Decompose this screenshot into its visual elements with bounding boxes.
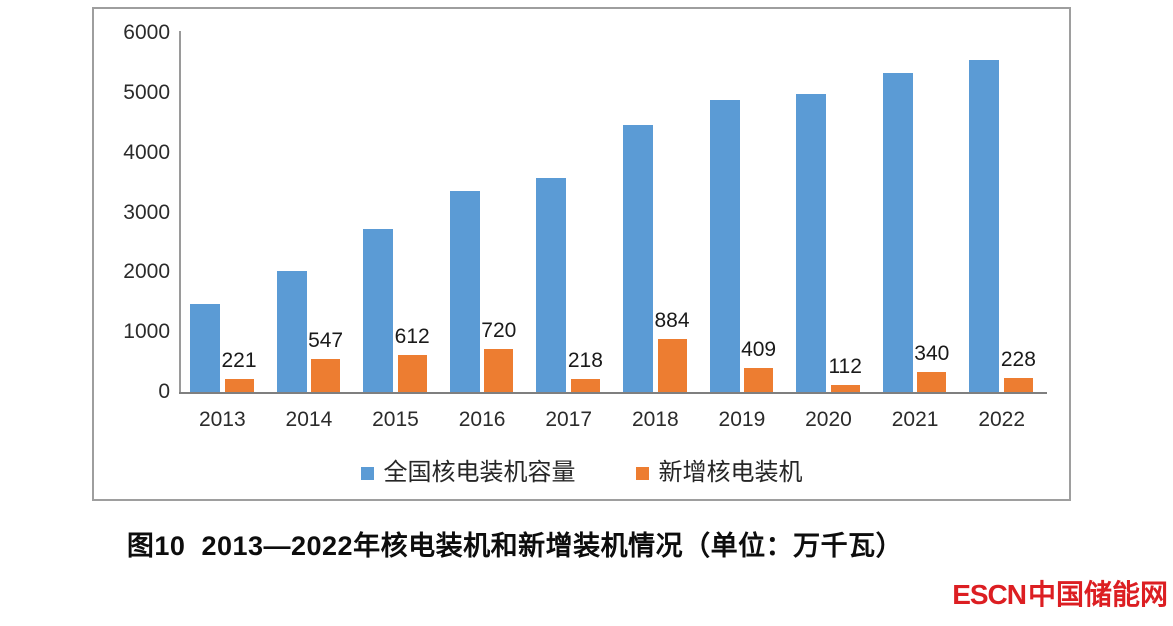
plot-area: 0 1000 2000 3000 4000 5000 6000 221 2013 547 2014 6… — [94, 9, 1069, 499]
data-label-2014: 547 — [308, 329, 344, 353]
chart-legend: 全国核电装机容量 新增核电装机 — [94, 457, 1069, 489]
legend-item: 新增核电装机 — [635, 459, 803, 487]
x-tick-label-2018: 2018 — [631, 408, 679, 431]
x-tick-label-2014: 2014 — [285, 408, 333, 431]
escn-logo-cjk: 中国储能网 — [1027, 579, 1168, 610]
new-additions-bar-2013 — [224, 378, 254, 392]
new-additions-bar-2020 — [830, 385, 860, 392]
data-label-2019: 409 — [741, 337, 777, 361]
new-additions-bar-2014 — [311, 359, 341, 392]
bar-group-2022: 228 — [958, 33, 1045, 392]
bar-group-2021: 340 — [872, 33, 959, 392]
legend-swatch-icon — [635, 466, 649, 480]
data-label-2016: 720 — [481, 318, 517, 342]
new-additions-bar-2022 — [1003, 378, 1033, 392]
escn-logo: ESCN中国储能网 — [952, 580, 1168, 610]
new-additions-bar-2019 — [744, 367, 774, 392]
x-tick-label-2021: 2021 — [891, 408, 939, 431]
data-label-2015: 612 — [394, 325, 430, 349]
y-tick-label: 5000 — [123, 80, 170, 104]
x-tick-label-2017: 2017 — [545, 408, 593, 431]
new-additions-bar-2021 — [917, 371, 947, 392]
y-tick-label: 1000 — [123, 320, 170, 344]
legend-item: 全国核电装机容量 — [360, 459, 576, 487]
capacity-bar-2014 — [276, 270, 307, 392]
data-label-2022: 228 — [1000, 348, 1036, 372]
new-additions-bar-2016 — [484, 348, 514, 392]
data-label-2021: 340 — [914, 341, 950, 365]
bar-group-2019: 409 — [699, 33, 786, 392]
y-tick-label: 4000 — [123, 140, 170, 164]
new-additions-bar-2017 — [570, 379, 600, 392]
bar-group-2017: 218 — [525, 33, 612, 392]
bar-group-2020: 112 — [785, 33, 872, 392]
bar-group-2014: 547 — [266, 33, 353, 392]
capacity-bar-2018 — [623, 124, 653, 392]
capacity-bar-2015 — [363, 229, 394, 392]
new-additions-bar-2018 — [657, 339, 687, 392]
data-label-2018: 884 — [654, 309, 690, 333]
legend-label: 全国核电装机容量 — [383, 459, 576, 486]
y-tick-label: 2000 — [123, 260, 170, 284]
capacity-bar-2013 — [190, 304, 220, 392]
capacity-bar-2017 — [536, 177, 567, 392]
x-tick-label-2015: 2015 — [372, 408, 419, 431]
capacity-bar-2021 — [882, 73, 913, 392]
figure-caption: 图10 2013—2022年核电装机和新增装机情况（单位：万千瓦） — [126, 531, 904, 561]
x-tick-label-2022: 2022 — [978, 408, 1026, 431]
bar-group-2016: 720 — [439, 33, 526, 392]
x-tick-label-2013: 2013 — [198, 408, 246, 431]
bar-group-2013: 221 — [179, 33, 266, 392]
x-tick-label-2019: 2019 — [718, 408, 766, 431]
bar-group-2015: 612 — [352, 33, 439, 392]
data-label-2017: 218 — [567, 349, 603, 372]
legend-swatch-icon — [360, 466, 374, 480]
y-tick-label: 6000 — [123, 21, 170, 44]
capacity-bar-2020 — [796, 93, 827, 392]
capacity-bar-2016 — [449, 190, 480, 392]
x-tick-label-2016: 2016 — [458, 408, 506, 431]
data-label-2020: 112 — [828, 355, 862, 379]
chart-frame: 0 1000 2000 3000 4000 5000 6000 221 2013 547 2014 6… — [92, 7, 1071, 501]
capacity-bar-2019 — [709, 100, 740, 392]
new-additions-bar-2015 — [397, 355, 427, 392]
x-tick-label-2020: 2020 — [805, 408, 852, 431]
data-label-2013: 221 — [221, 348, 257, 372]
legend-label: 新增核电装机 — [658, 459, 803, 486]
x-axis-line — [179, 392, 1047, 394]
y-tick-label: 3000 — [123, 200, 170, 224]
y-tick-label: 0 — [158, 380, 170, 403]
capacity-bar-2022 — [969, 59, 1000, 392]
escn-logo-latin: ESCN — [952, 579, 1027, 610]
y-axis-line — [179, 31, 181, 392]
bar-group-2018: 884 — [612, 33, 699, 392]
